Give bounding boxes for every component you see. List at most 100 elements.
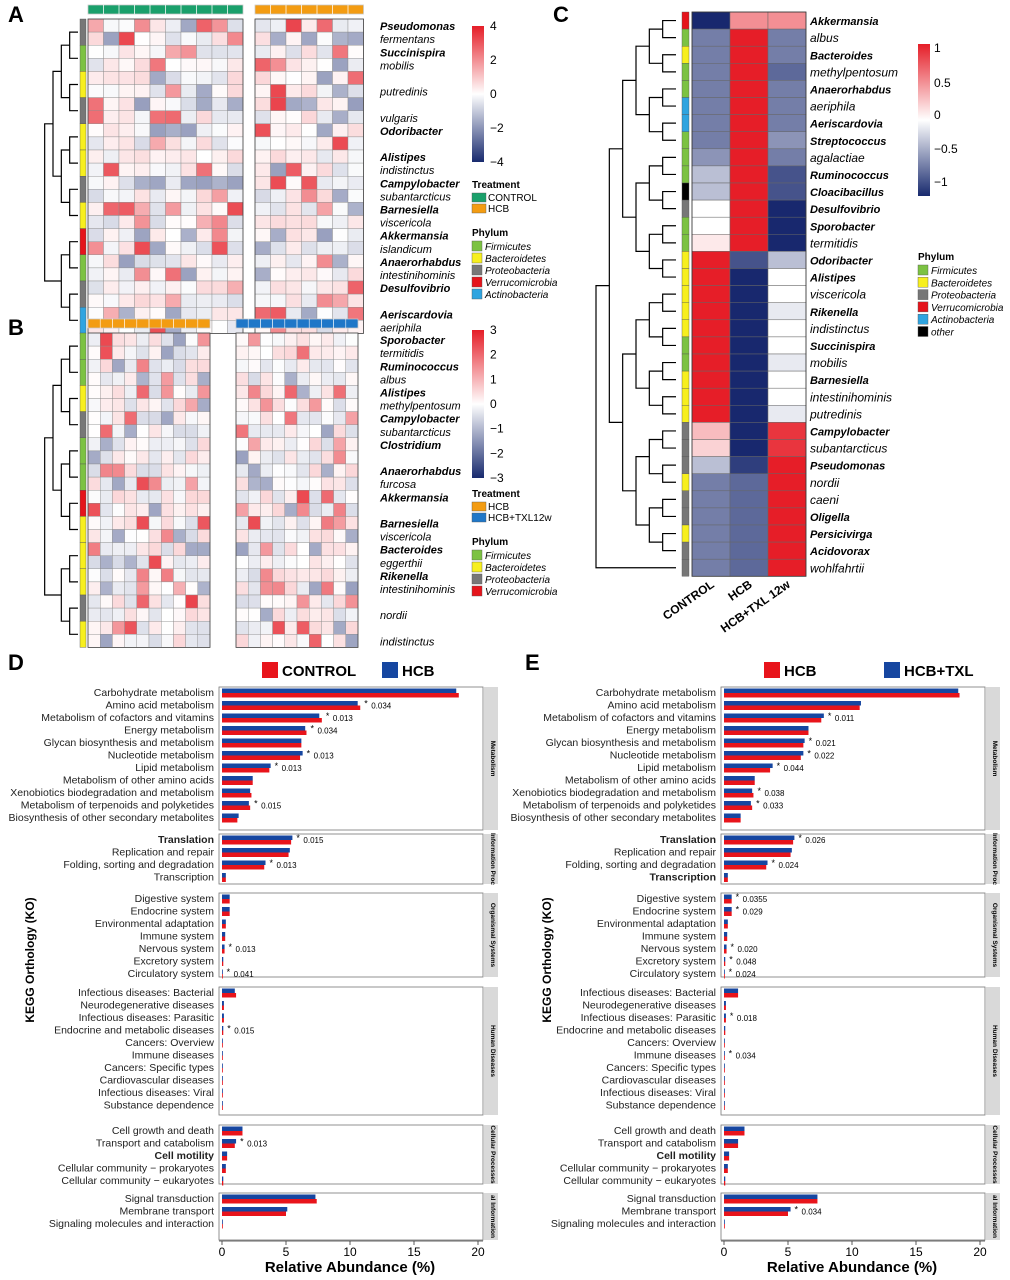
genus-label: Bacteroides <box>380 545 443 557</box>
heatmap-cell <box>160 634 174 648</box>
heatmap-cell <box>270 202 287 216</box>
dendrogram-branch <box>648 302 663 338</box>
heatmap-cell <box>345 398 359 412</box>
phylum-bar <box>681 216 690 235</box>
heatmap-cell <box>332 293 349 308</box>
taxon-label: intestinihominis <box>810 390 892 404</box>
heatmap-cell <box>270 58 287 72</box>
heatmap-cell <box>112 621 125 635</box>
heatmap-cell <box>316 162 333 177</box>
heatmap-cell <box>254 254 271 269</box>
treatment-legend-swatch <box>471 203 487 214</box>
heatmap-cell <box>136 568 150 583</box>
heatmap-cell <box>103 149 120 164</box>
heatmap-cell <box>185 359 199 373</box>
heatmap-cell <box>272 476 286 491</box>
heatmap-cell <box>729 422 769 440</box>
heatmap-cell <box>301 307 318 321</box>
heatmap-cell <box>235 437 249 452</box>
heatmap-cell <box>345 463 359 478</box>
heatmap-cell <box>136 332 150 347</box>
heatmap-cell <box>118 97 135 111</box>
dendrogram-branch <box>69 136 78 164</box>
dendrogram-branch <box>69 188 78 217</box>
heatmap-cell <box>284 411 298 425</box>
phylum-bar <box>79 463 87 491</box>
species-label: albus <box>380 374 407 386</box>
bar-series-b <box>222 1051 223 1056</box>
bar-series-b <box>724 988 739 993</box>
category-label: Membrane transport <box>621 1206 716 1218</box>
phylum-legend-swatch <box>471 276 483 288</box>
heatmap-cell <box>272 516 286 530</box>
species-label: eggerthii <box>380 558 423 570</box>
heatmap-cell <box>197 476 211 491</box>
facet-strip-label: Organismal Systems <box>489 903 496 968</box>
heatmap-cell <box>767 405 807 423</box>
heatmap-cell <box>767 131 807 150</box>
heatmap-cell <box>148 345 162 360</box>
bar-series-a <box>222 852 289 857</box>
heatmap-cell <box>103 136 120 151</box>
heatmap-cell <box>196 202 213 216</box>
taxon-label: Akkermansia <box>809 16 879 28</box>
dendrogram-branch <box>648 370 663 406</box>
dendrogram-branch <box>662 156 676 176</box>
heatmap-cell <box>180 162 197 177</box>
heatmap-cell <box>284 568 298 583</box>
heatmap-cell <box>309 385 322 399</box>
heatmap-cell <box>99 411 113 425</box>
bar-series-b <box>724 1164 728 1169</box>
genus-label: Rikenella <box>380 571 428 583</box>
category-label: Nervous system <box>139 943 215 955</box>
heatmap-cell <box>285 84 302 98</box>
dendrogram-branch <box>60 463 70 517</box>
dendrogram-branch <box>635 456 650 526</box>
heatmap-cell <box>260 529 273 543</box>
genus-label: Barnesiella <box>380 519 439 531</box>
heatmap-cell <box>118 280 135 295</box>
heatmap-cell <box>99 529 113 543</box>
heatmap-cell <box>729 251 769 269</box>
heatmap-cell <box>197 529 211 543</box>
category-label: Metabolism of cofactors and vitamins <box>41 712 214 724</box>
bar-series-a <box>222 974 223 979</box>
heatmap-cell <box>173 607 186 622</box>
heatmap-cell <box>134 97 151 111</box>
facet-frame <box>218 1124 484 1185</box>
heatmap-cell <box>285 293 302 308</box>
bar-series-a <box>222 865 265 870</box>
heatmap-cell <box>87 463 101 478</box>
bar-series-b <box>724 788 753 793</box>
heatmap-cell <box>296 359 310 373</box>
heatmap-cell <box>196 123 213 138</box>
heatmap-cell <box>149 202 166 216</box>
heatmap-cell <box>332 307 349 321</box>
heatmap-cell <box>180 84 197 98</box>
category-label: Endocrine system <box>131 906 215 918</box>
bar-series-a <box>222 877 226 882</box>
heatmap-cell <box>235 359 249 373</box>
heatmap-cell <box>87 437 101 452</box>
heatmap-cell <box>260 581 273 596</box>
heatmap-cell <box>309 555 322 570</box>
heatmap-cell <box>165 175 182 190</box>
scale-tick-label: 4 <box>490 19 497 33</box>
heatmap-cell <box>332 241 349 255</box>
heatmap-cell <box>227 71 244 85</box>
heatmap-cell <box>321 345 334 360</box>
heatmap-cell <box>196 307 213 321</box>
phylum-bar <box>681 251 690 269</box>
heatmap-cell <box>729 131 769 150</box>
heatmap-cell <box>691 490 731 509</box>
heatmap-cell <box>148 463 162 478</box>
heatmap-cell <box>124 385 137 399</box>
p-value-label: 0.044 <box>784 764 805 773</box>
heatmap-cell <box>691 285 731 303</box>
heatmap-cell <box>347 202 364 216</box>
heatmap-cell <box>185 555 199 570</box>
heatmap-cell <box>87 189 104 203</box>
phylum-legend-swatch <box>471 573 483 585</box>
heatmap-cell <box>729 97 769 115</box>
